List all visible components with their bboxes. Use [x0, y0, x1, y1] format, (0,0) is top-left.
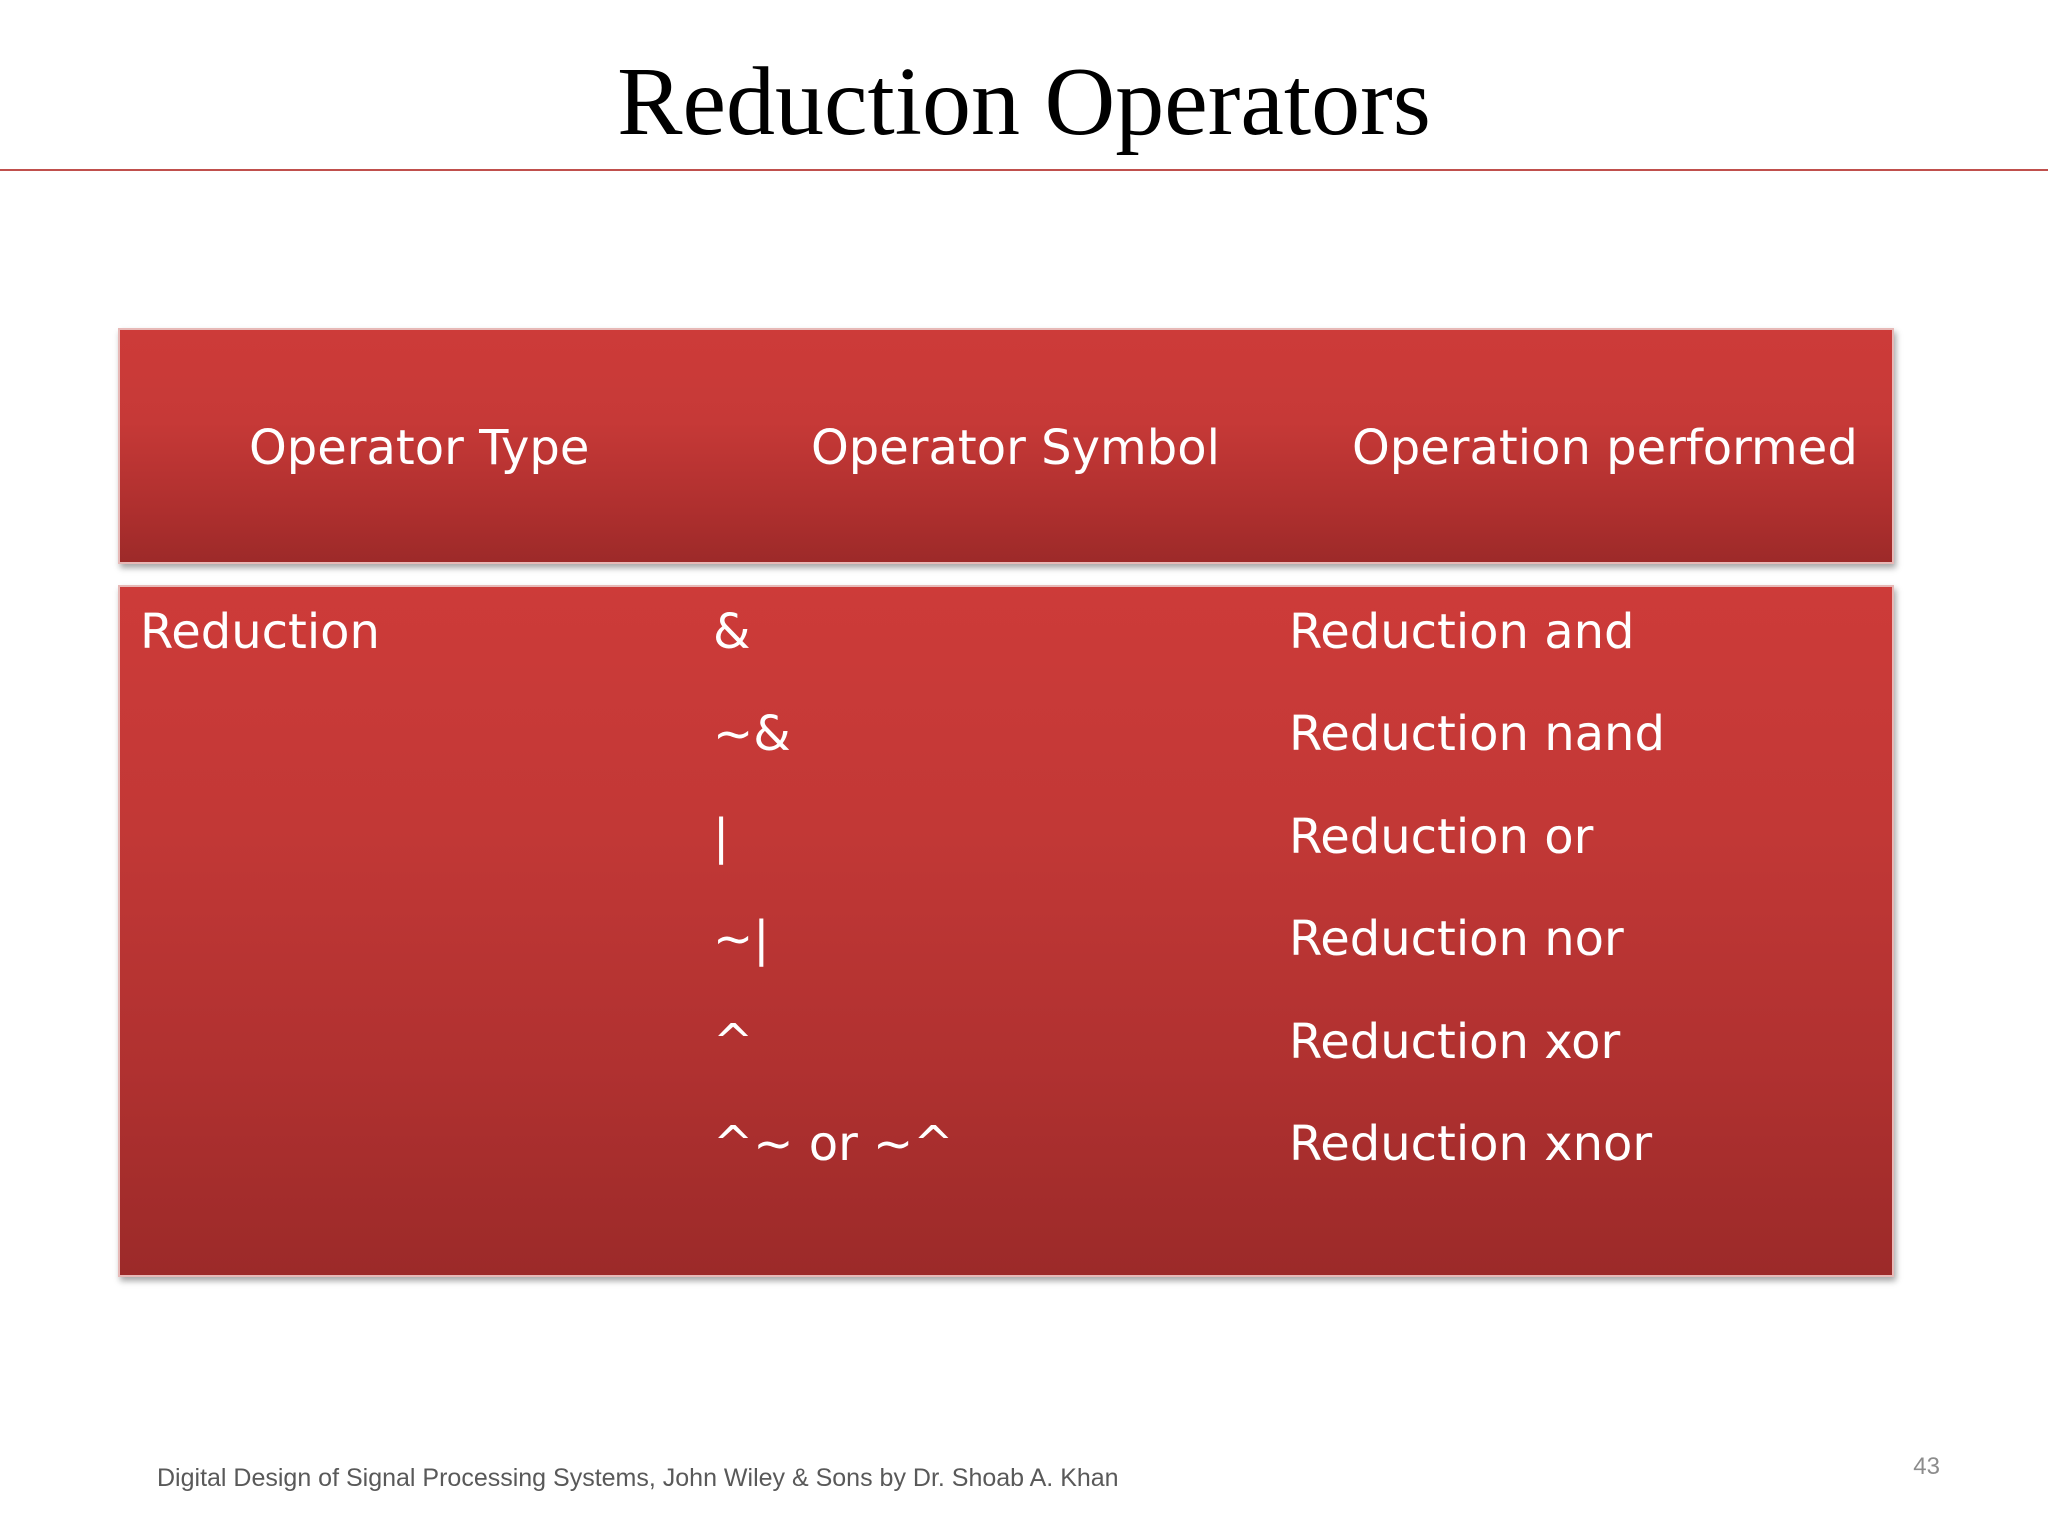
cell-symbol: ~| — [713, 911, 770, 967]
header-operator-symbol: Operator Symbol — [811, 420, 1220, 476]
table-header — [118, 328, 1894, 564]
cell-operation: Reduction and — [1289, 604, 1635, 660]
cell-symbol: | — [713, 809, 730, 865]
cell-operation: Reduction xor — [1289, 1014, 1621, 1070]
cell-symbol: ^ — [713, 1014, 754, 1070]
slide-title: Reduction Operators — [617, 48, 1431, 156]
page-number: 43 — [1913, 1453, 1940, 1480]
header-operator-type: Operator Type — [249, 420, 590, 476]
cell-operation: Reduction xnor — [1289, 1116, 1653, 1172]
cell-symbol: ^~ or ~^ — [713, 1116, 954, 1172]
cell-operation: Reduction nor — [1289, 911, 1624, 967]
title-divider — [0, 169, 2048, 171]
header-operation-performed: Operation performed — [1352, 420, 1858, 476]
cell-operation: Reduction or — [1289, 809, 1594, 865]
table-body — [118, 585, 1894, 1277]
cell-operator-type: Reduction — [140, 604, 380, 660]
cell-symbol: ~& — [713, 706, 791, 762]
slide-footer: Digital Design of Signal Processing Syst… — [157, 1464, 1119, 1492]
cell-symbol: & — [713, 604, 751, 660]
cell-operation: Reduction nand — [1289, 706, 1665, 762]
